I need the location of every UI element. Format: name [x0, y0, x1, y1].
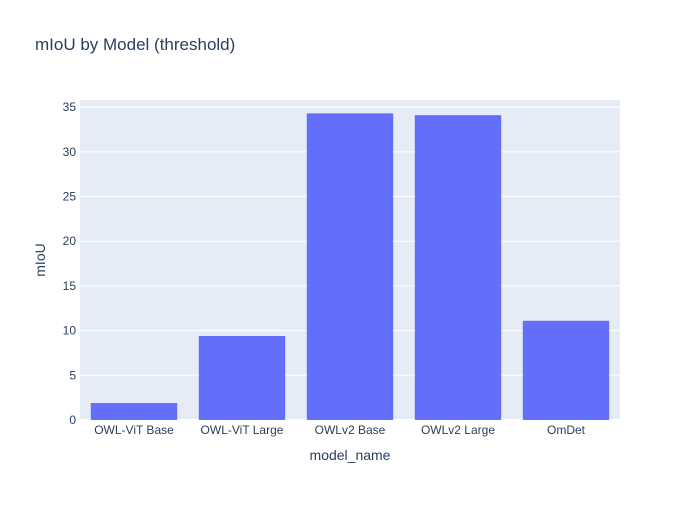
y-tick-label: 30: [63, 145, 77, 159]
bar: [90, 403, 178, 420]
x-tick-label: OWLv2 Base: [315, 423, 386, 437]
x-tick-label: OWL-ViT Base: [94, 423, 174, 437]
x-tick-label: OWL-ViT Large: [201, 423, 284, 437]
x-tick-label: OWLv2 Large: [421, 423, 495, 437]
bar: [414, 115, 502, 421]
bar: [198, 335, 286, 420]
y-tick-label: 15: [63, 279, 77, 293]
y-tick-label: 10: [63, 324, 77, 338]
x-axis-ticks: OWL-ViT Base OWL-ViT Large OWLv2 Base OWLv2…: [94, 423, 585, 437]
x-axis-title: model_name: [310, 447, 391, 463]
bars: [90, 113, 610, 421]
bar: [306, 113, 394, 420]
y-axis-ticks: 0 5 10 15 20 25 30 35: [63, 100, 77, 427]
y-axis-title: mIoU: [32, 243, 48, 276]
y-tick-label: 0: [69, 413, 76, 427]
x-tick-label: OmDet: [547, 423, 586, 437]
y-tick-label: 25: [63, 190, 77, 204]
y-tick-label: 5: [69, 368, 76, 382]
bar: [522, 320, 610, 420]
chart-title: mIoU by Model (threshold): [35, 35, 235, 54]
y-tick-label: 20: [63, 234, 77, 248]
y-tick-label: 35: [63, 100, 77, 114]
